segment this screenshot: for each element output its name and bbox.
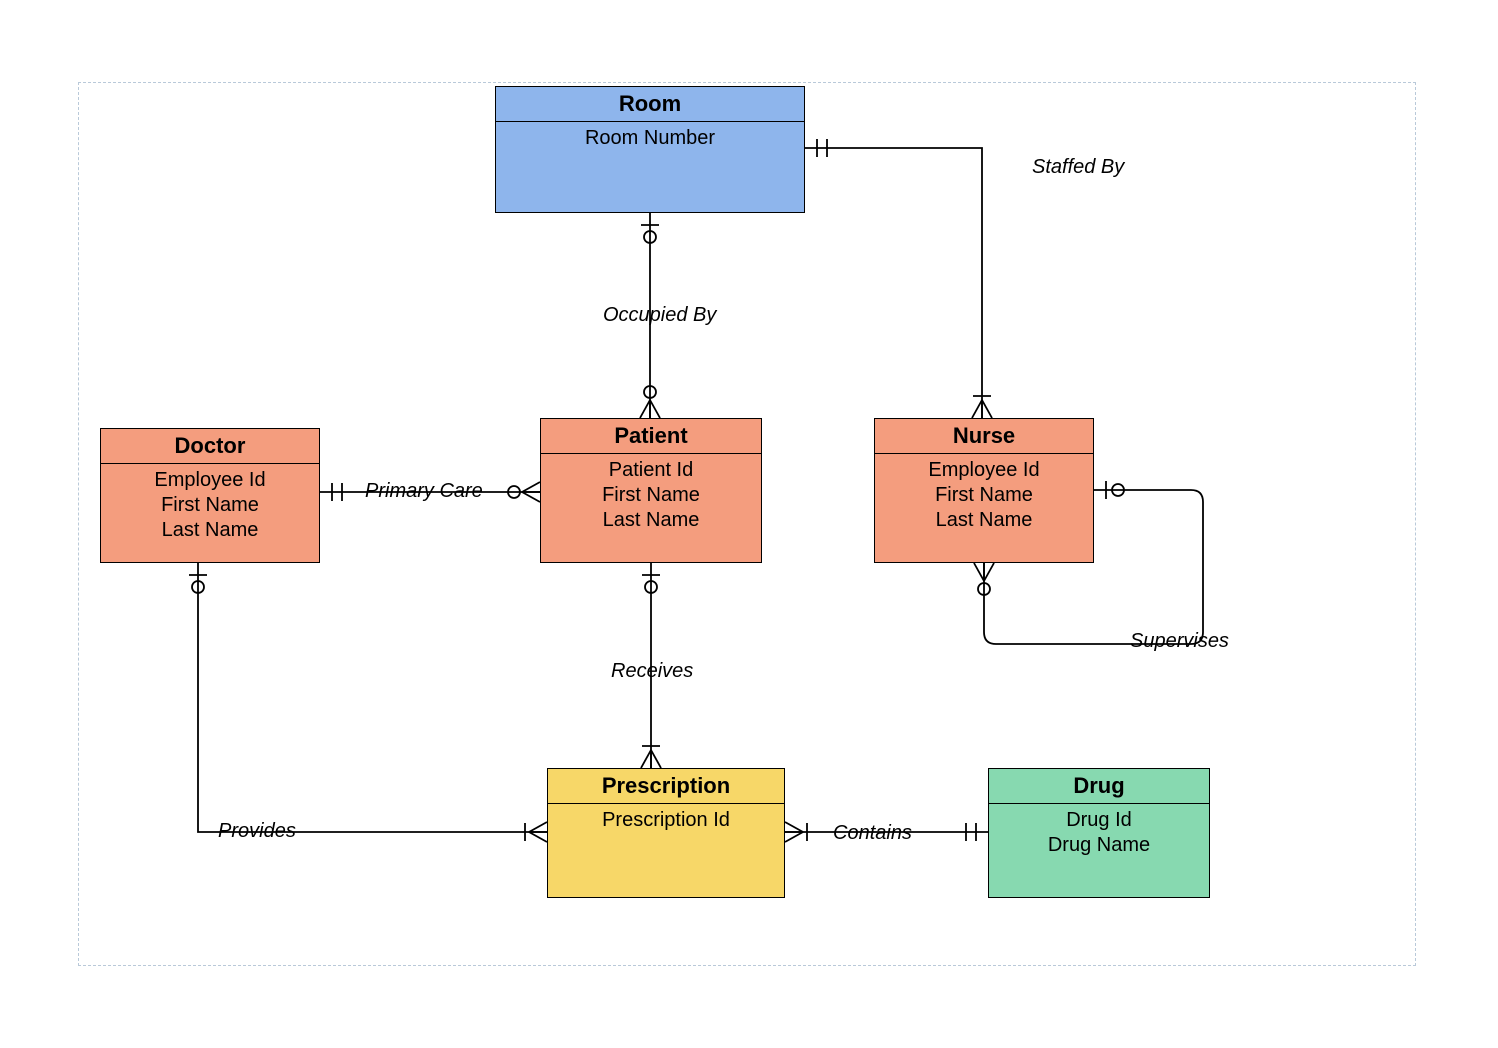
entity-doctor: Doctor Employee Id First Name Last Name: [100, 428, 320, 563]
attr: Last Name: [541, 508, 761, 533]
entity-attrs: Room Number: [496, 122, 804, 151]
attr: Employee Id: [101, 468, 319, 493]
attr: Room Number: [496, 126, 804, 151]
attr: First Name: [541, 483, 761, 508]
entity-title: Drug: [989, 769, 1209, 804]
label-primary-care: Primary Care: [365, 480, 483, 503]
entity-attrs: Employee Id First Name Last Name: [101, 464, 319, 543]
label-staffed-by: Staffed By: [1032, 156, 1124, 179]
label-provides: Provides: [218, 820, 296, 843]
entity-title: Patient: [541, 419, 761, 454]
entity-nurse: Nurse Employee Id First Name Last Name: [874, 418, 1094, 563]
entity-title: Prescription: [548, 769, 784, 804]
entity-prescription: Prescription Prescription Id: [547, 768, 785, 898]
attr: First Name: [101, 493, 319, 518]
entity-attrs: Prescription Id: [548, 804, 784, 833]
attr: Patient Id: [541, 458, 761, 483]
diagram-canvas: Room Room Number Doctor Employee Id Firs…: [0, 0, 1498, 1048]
entity-attrs: Patient Id First Name Last Name: [541, 454, 761, 533]
attr: Last Name: [875, 508, 1093, 533]
attr: Drug Id: [989, 808, 1209, 833]
attr: Prescription Id: [548, 808, 784, 833]
attr: First Name: [875, 483, 1093, 508]
label-contains: Contains: [833, 822, 912, 845]
entity-title: Doctor: [101, 429, 319, 464]
label-supervises: Supervises: [1130, 630, 1229, 653]
entity-attrs: Drug Id Drug Name: [989, 804, 1209, 858]
entity-title: Nurse: [875, 419, 1093, 454]
entity-title: Room: [496, 87, 804, 122]
entity-drug: Drug Drug Id Drug Name: [988, 768, 1210, 898]
entity-attrs: Employee Id First Name Last Name: [875, 454, 1093, 533]
attr: Drug Name: [989, 833, 1209, 858]
attr: Last Name: [101, 518, 319, 543]
label-occupied-by: Occupied By: [603, 304, 716, 327]
attr: Employee Id: [875, 458, 1093, 483]
entity-patient: Patient Patient Id First Name Last Name: [540, 418, 762, 563]
entity-room: Room Room Number: [495, 86, 805, 213]
label-receives: Receives: [611, 660, 693, 683]
